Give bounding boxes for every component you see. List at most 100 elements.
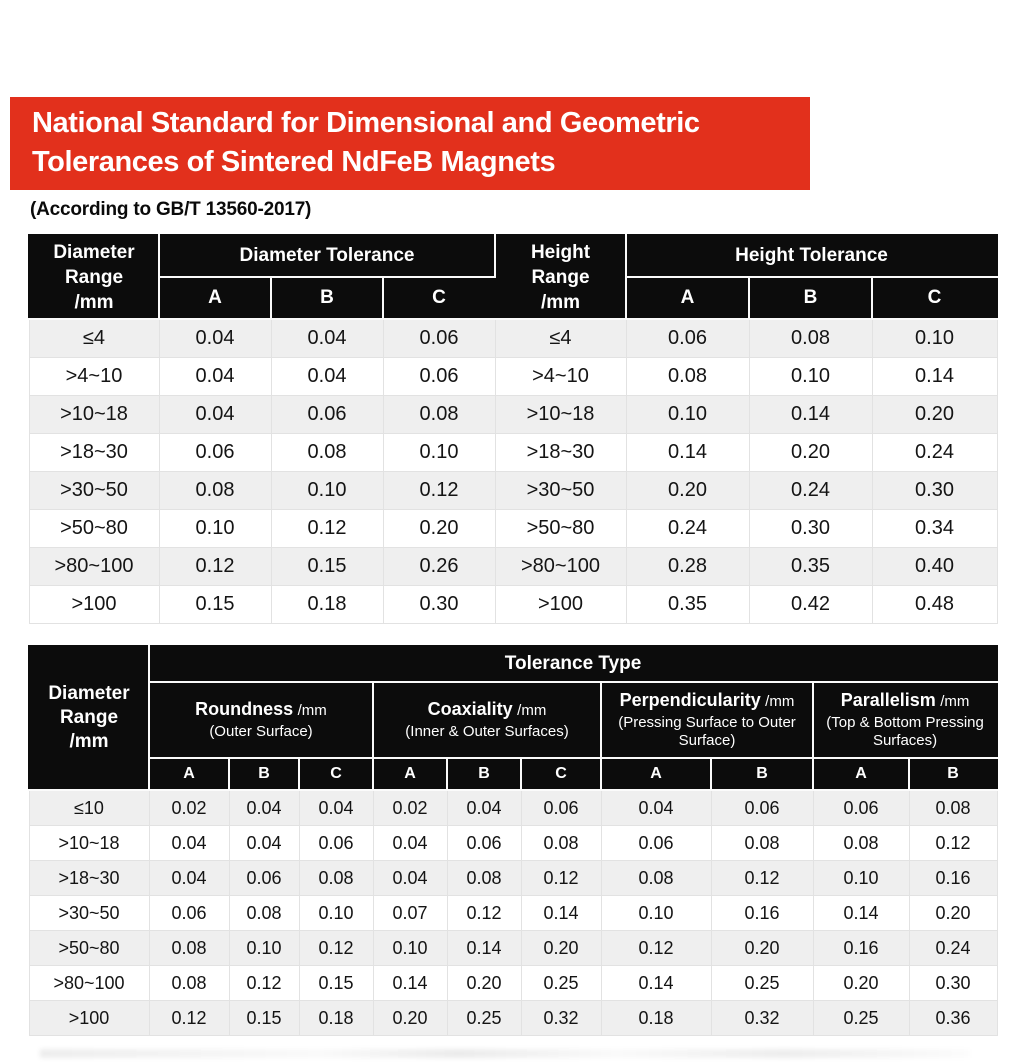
table-row: >80~100 0.08 0.12 0.15 0.14 0.20 0.25 0.14 0.25 0…	[28, 965, 998, 1001]
table-row: >10~18 0.04 0.06 0.08 >10~18 0.10 0.14 0.20	[28, 395, 998, 434]
value-cell: 0.06	[812, 789, 910, 826]
value-cell: 0.08	[600, 860, 712, 896]
value-cell: 0.08	[812, 825, 910, 861]
range-cell: >80~100	[28, 965, 150, 1001]
range-cell: >100	[494, 585, 627, 624]
perpendicularity-unit: /mm	[765, 693, 795, 710]
value-cell: 0.02	[148, 789, 230, 826]
diameter-tolerance-group-header: Diameter Tolerance	[158, 234, 496, 278]
value-cell: 0.04	[446, 789, 522, 826]
parallelism-group-header: Parallelism /mm (Top & Bottom Pressing S…	[811, 681, 999, 759]
range-cell: >4~10	[28, 357, 160, 396]
table-row: >100 0.12 0.15 0.18 0.20 0.25 0.32 0.18 0.32 0.25…	[28, 1000, 998, 1036]
value-cell: 0.08	[158, 471, 272, 510]
value-cell: 0.06	[298, 825, 374, 861]
value-cell: 0.15	[158, 585, 272, 624]
tolerance-type-header: Tolerance Type	[147, 645, 999, 683]
geometric-tolerance-table: Diameter Range /mm Tolerance Type Roundn…	[28, 645, 999, 1036]
grade-b-header: B	[446, 757, 522, 791]
value-cell: 0.10	[382, 433, 496, 472]
value-cell: 0.20	[908, 895, 998, 931]
height-tolerance-group-header: Height Tolerance	[625, 234, 998, 278]
value-cell: 0.04	[600, 789, 712, 826]
range-cell: >30~50	[28, 471, 160, 510]
value-cell: 0.12	[600, 930, 712, 966]
value-cell: 0.08	[148, 930, 230, 966]
table-header-row: Diameter Range /mm Diameter Tolerance He…	[28, 234, 998, 320]
value-cell: 0.06	[148, 895, 230, 931]
grade-c-header: C	[871, 276, 998, 320]
value-cell: 0.28	[625, 547, 750, 586]
value-cell: 0.32	[520, 1000, 602, 1036]
coaxiality-label: Coaxiality	[427, 699, 513, 719]
value-cell: 0.10	[270, 471, 384, 510]
value-cell: 0.14	[748, 395, 873, 434]
value-cell: 0.30	[871, 471, 998, 510]
value-cell: 0.10	[298, 895, 374, 931]
table-subheader-row: A B C A B C A B A B	[29, 757, 999, 791]
value-cell: 0.25	[812, 1000, 910, 1036]
value-cell: 0.06	[382, 318, 496, 358]
range-cell: ≤4	[28, 318, 160, 358]
table-row: ≤10 0.02 0.04 0.04 0.02 0.04 0.06 0.04 0.06 0.06 0…	[28, 789, 998, 826]
range-cell: >30~50	[494, 471, 627, 510]
value-cell: 0.20	[625, 471, 750, 510]
parallelism-label: Parallelism	[840, 690, 936, 710]
value-cell: 0.25	[446, 1000, 522, 1036]
value-cell: 0.18	[270, 585, 384, 624]
value-cell: 0.12	[382, 471, 496, 510]
table-row: >80~100 0.12 0.15 0.26 >80~100 0.28 0.35 0.40	[28, 547, 998, 586]
value-cell: 0.30	[748, 509, 873, 548]
value-cell: 0.10	[748, 357, 873, 396]
value-cell: 0.10	[372, 930, 448, 966]
grade-b-header: B	[748, 276, 873, 320]
parallelism-note: (Top & Bottom Pressing Surfaces)	[826, 714, 984, 749]
value-cell: 0.04	[270, 357, 384, 396]
value-cell: 0.14	[812, 895, 910, 931]
diameter-range-header: Diameter Range /mm	[28, 645, 150, 791]
value-cell: 0.08	[270, 433, 384, 472]
value-cell: 0.04	[158, 357, 272, 396]
range-cell: >50~80	[28, 930, 150, 966]
range-cell: >18~30	[28, 860, 150, 896]
title-banner: National Standard for Dimensional and Ge…	[10, 97, 810, 190]
value-cell: 0.20	[748, 433, 873, 472]
value-cell: 0.04	[158, 318, 272, 358]
value-cell: 0.20	[520, 930, 602, 966]
table-row: >4~10 0.04 0.04 0.06 >4~10 0.08 0.10 0.14	[28, 357, 998, 396]
roundness-label: Roundness	[195, 699, 294, 719]
value-cell: 0.24	[908, 930, 998, 966]
grade-b-header: B	[228, 757, 300, 791]
table-subheader-row: A B C A B C	[29, 276, 998, 320]
value-cell: 0.04	[148, 825, 230, 861]
value-cell: 0.06	[446, 825, 522, 861]
value-cell: 0.16	[812, 930, 910, 966]
value-cell: 0.20	[382, 509, 496, 548]
table-row: >100 0.15 0.18 0.30 >100 0.35 0.42 0.48	[28, 585, 998, 624]
value-cell: 0.16	[908, 860, 998, 896]
perpendicularity-label: Perpendicularity	[619, 690, 761, 710]
range-cell: >100	[28, 585, 160, 624]
value-cell: 0.08	[446, 860, 522, 896]
range-cell: >4~10	[494, 357, 627, 396]
value-cell: 0.24	[748, 471, 873, 510]
table-row: >30~50 0.06 0.08 0.10 0.07 0.12 0.14 0.10 0.16 0.…	[28, 895, 998, 931]
value-cell: 0.10	[600, 895, 712, 931]
range-cell: >18~30	[28, 433, 160, 472]
grade-b-header: B	[270, 276, 384, 320]
value-cell: 0.08	[298, 860, 374, 896]
cutoff-text-artifact	[40, 1049, 970, 1058]
dimensional-tolerance-table: Diameter Range /mm Diameter Tolerance He…	[28, 234, 998, 624]
value-cell: 0.15	[270, 547, 384, 586]
value-cell: 0.06	[520, 789, 602, 826]
table-row: >18~30 0.04 0.06 0.08 0.04 0.08 0.12 0.08 0.12 0.…	[28, 860, 998, 896]
value-cell: 0.10	[625, 395, 750, 434]
range-cell: >50~80	[28, 509, 160, 548]
value-cell: 0.06	[270, 395, 384, 434]
value-cell: 0.14	[600, 965, 712, 1001]
value-cell: 0.14	[625, 433, 750, 472]
value-cell: 0.02	[372, 789, 448, 826]
table-row: ≤4 0.04 0.04 0.06 ≤4 0.06 0.08 0.10	[28, 318, 998, 358]
table-header-row: Diameter Range /mm Tolerance Type	[28, 645, 999, 791]
